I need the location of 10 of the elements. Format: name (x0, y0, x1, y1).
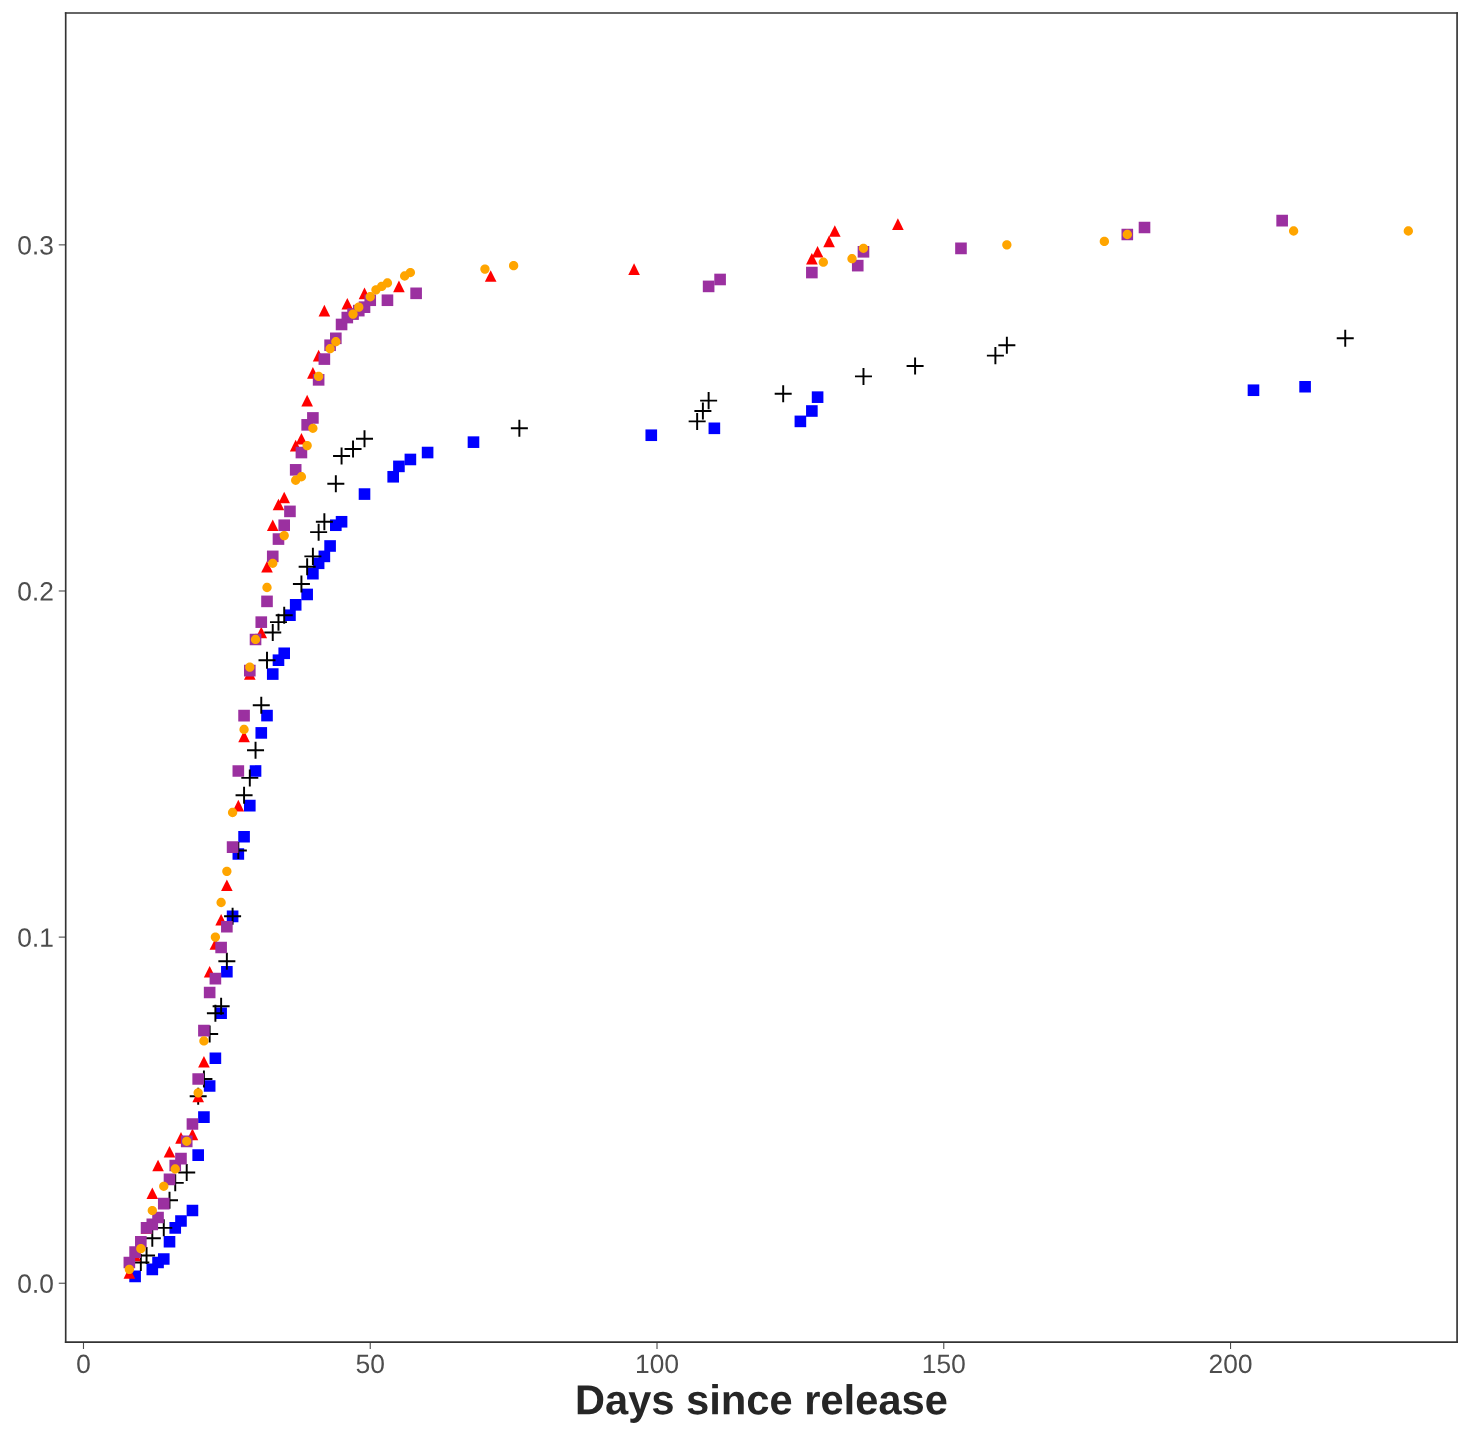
x-tick-label: 200 (1209, 1354, 1252, 1374)
y-tick-label: 0.2 (18, 582, 53, 601)
x-tick-label: 150 (923, 1354, 965, 1374)
x-tick-label: 100 (637, 1354, 678, 1374)
y-tick-label: 0.0 (18, 1274, 53, 1294)
y-tick-label: 0.3 (18, 236, 53, 255)
x-tick-label: 50 (356, 1354, 384, 1374)
y-tick-label: 0.1 (18, 928, 53, 947)
x-tick-label: 0 (77, 1354, 90, 1374)
x-axis-title: Days since release (577, 1384, 947, 1423)
